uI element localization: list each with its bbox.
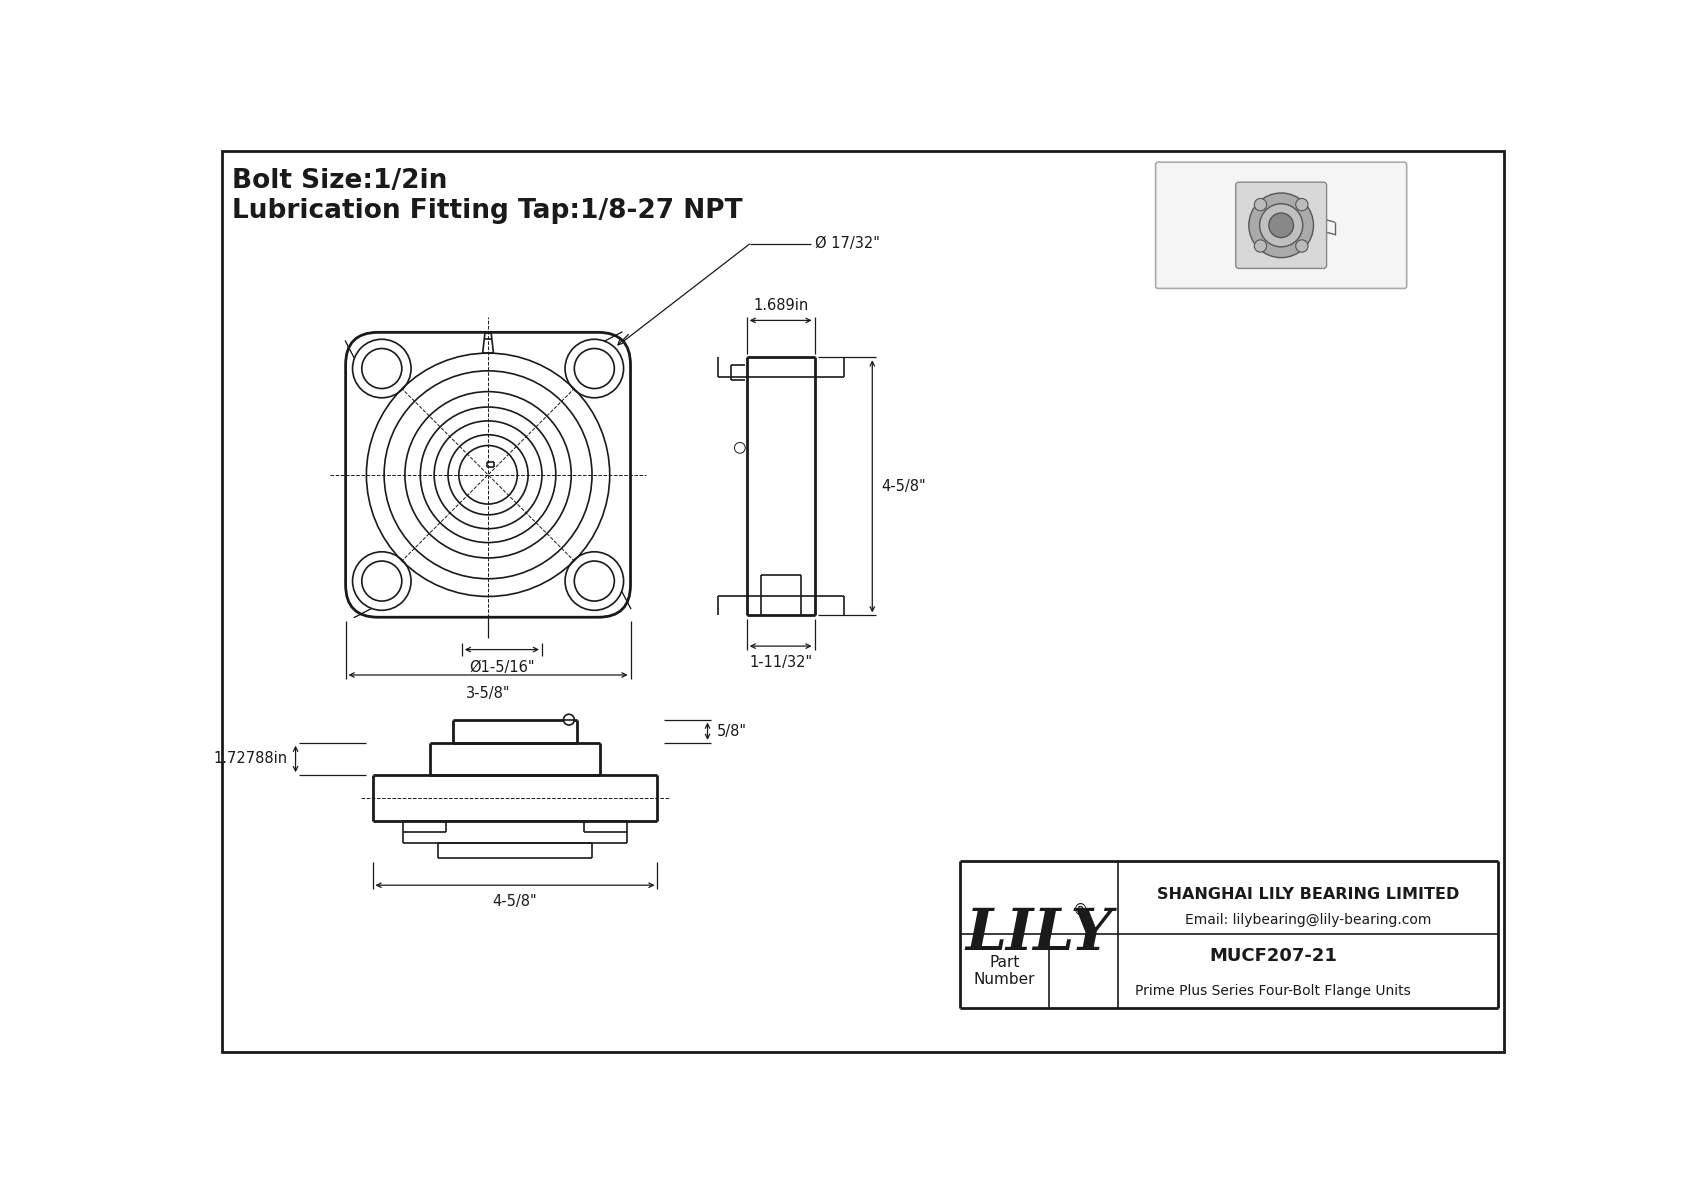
Circle shape — [564, 715, 574, 725]
Text: Ø 17/32": Ø 17/32" — [815, 236, 881, 251]
Circle shape — [1268, 213, 1293, 238]
Circle shape — [566, 339, 623, 398]
Text: ®: ® — [1073, 903, 1088, 917]
Text: Prime Plus Series Four-Bolt Flange Units: Prime Plus Series Four-Bolt Flange Units — [1135, 984, 1411, 998]
Text: 1-11/32": 1-11/32" — [749, 655, 812, 671]
Circle shape — [1250, 193, 1314, 257]
Circle shape — [352, 339, 411, 398]
Text: Bolt Size:1/2in: Bolt Size:1/2in — [232, 168, 446, 194]
Text: Ø1-5/16": Ø1-5/16" — [470, 660, 536, 675]
Text: Part
Number: Part Number — [973, 955, 1036, 987]
Text: 1.689in: 1.689in — [753, 298, 808, 313]
Circle shape — [574, 561, 615, 601]
Circle shape — [1255, 239, 1266, 252]
Text: 3-5/8": 3-5/8" — [466, 686, 510, 700]
Circle shape — [1255, 199, 1266, 211]
Text: 4-5/8": 4-5/8" — [493, 894, 537, 910]
Text: 5/8": 5/8" — [717, 724, 746, 738]
Circle shape — [352, 551, 411, 610]
Circle shape — [1295, 199, 1308, 211]
Circle shape — [574, 349, 615, 388]
Circle shape — [1260, 204, 1303, 247]
Circle shape — [362, 349, 402, 388]
FancyBboxPatch shape — [345, 332, 630, 617]
Text: 1.72788in: 1.72788in — [214, 752, 288, 767]
Circle shape — [566, 551, 623, 610]
Text: Lubrication Fitting Tap:1/8-27 NPT: Lubrication Fitting Tap:1/8-27 NPT — [232, 198, 743, 224]
Text: SHANGHAI LILY BEARING LIMITED: SHANGHAI LILY BEARING LIMITED — [1157, 887, 1458, 903]
FancyBboxPatch shape — [1236, 182, 1327, 268]
FancyBboxPatch shape — [1155, 162, 1406, 288]
Text: LILY: LILY — [965, 906, 1113, 962]
Circle shape — [362, 561, 402, 601]
Text: Email: lilybearing@lily-bearing.com: Email: lilybearing@lily-bearing.com — [1184, 912, 1431, 927]
Circle shape — [1295, 239, 1308, 252]
Text: MUCF207-21: MUCF207-21 — [1209, 947, 1337, 965]
Text: 4-5/8": 4-5/8" — [881, 479, 926, 494]
